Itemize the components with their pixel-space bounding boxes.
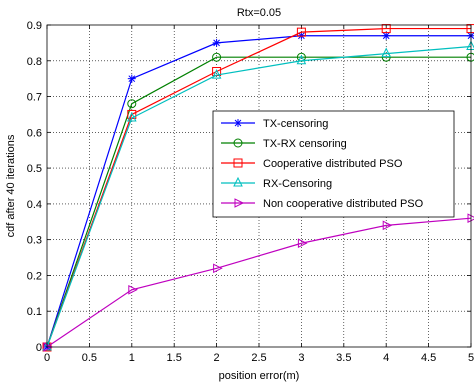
data-point (233, 138, 243, 148)
series-layer (42, 24, 474, 352)
series-line (46, 35, 471, 348)
x-tick-label: 0 (44, 352, 50, 364)
x-tick-label: 4 (383, 352, 389, 364)
data-point (212, 52, 222, 62)
y-tick-label: 0.5 (27, 163, 42, 175)
y-tick-label: 0.1 (27, 306, 42, 318)
y-tick-label: 0.2 (27, 270, 42, 282)
x-axis-label: position error(m) (219, 370, 300, 382)
legend-label: RX-Censoring (263, 178, 332, 190)
y-tick-label: 0.6 (27, 127, 42, 139)
plot-frame (46, 24, 472, 348)
x-tick-label: 3 (298, 352, 304, 364)
data-point (234, 119, 242, 127)
data-point (127, 99, 137, 109)
data-point (466, 40, 474, 50)
x-tick-label: 0.5 (82, 352, 97, 364)
data-point (297, 238, 308, 249)
y-tick-label: 0.7 (27, 92, 42, 104)
legend-entry: Non cooperative distributed PSO (221, 198, 424, 210)
data-point (233, 176, 243, 187)
chart-title: Rtx=0.05 (237, 7, 281, 19)
series-line (46, 217, 472, 348)
x-tick-label: 1.5 (167, 352, 182, 364)
data-point (381, 24, 391, 34)
data-point (296, 54, 307, 65)
data-point (296, 27, 306, 37)
legend-box (212, 110, 455, 218)
tick-labels: 0 0.5 1 1.5 2 2.5 3 3.5 4 4.5 5 0 0.1 0.2 0.3 0.4 0.5 0.6… (27, 20, 474, 364)
legend-label: Cooperative distributed PSO (263, 158, 403, 170)
legend-label: Non cooperative distributed PSO (263, 198, 424, 210)
y-tick-label: 0.4 (27, 199, 42, 211)
legend: TX-censoring TX-RX censoring Cooperative d… (212, 110, 455, 218)
data-point (381, 47, 392, 58)
y-tick-label: 0 (36, 342, 42, 354)
data-point (211, 68, 222, 79)
y-tick-label: 0.8 (27, 56, 42, 68)
legend-entry: TX-RX censoring (221, 138, 347, 150)
x-tick-label: 5 (468, 352, 474, 364)
legend-entry: RX-Censoring (221, 176, 332, 190)
x-tick-label: 4.5 (421, 352, 436, 364)
legend-entry: Cooperative distributed PSO (221, 158, 403, 170)
y-tick-label: 0.3 (27, 235, 42, 247)
x-tick-label: 3.5 (336, 352, 351, 364)
series-line (46, 45, 472, 348)
data-point (212, 38, 221, 47)
data-point (234, 198, 245, 208)
series-line (46, 56, 471, 348)
data-point (213, 263, 223, 274)
x-tick-label: 1 (129, 352, 135, 364)
data-point (233, 158, 243, 168)
data-point (126, 111, 137, 122)
series-line (46, 27, 471, 348)
x-tick-label: 2.5 (251, 352, 266, 364)
data-point (128, 284, 138, 295)
data-point (467, 213, 474, 224)
data-point (43, 342, 54, 352)
legend-entry: TX-censoring (221, 118, 328, 130)
y-axis-label: cdf after 40 iterations (5, 134, 17, 237)
legend-label: TX-censoring (263, 118, 328, 130)
x-tick-label: 2 (214, 352, 220, 364)
series (43, 213, 474, 352)
y-tick-label: 0.9 (27, 20, 42, 32)
data-point (382, 220, 393, 231)
data-point (127, 74, 136, 83)
legend-label: TX-RX censoring (263, 138, 347, 150)
